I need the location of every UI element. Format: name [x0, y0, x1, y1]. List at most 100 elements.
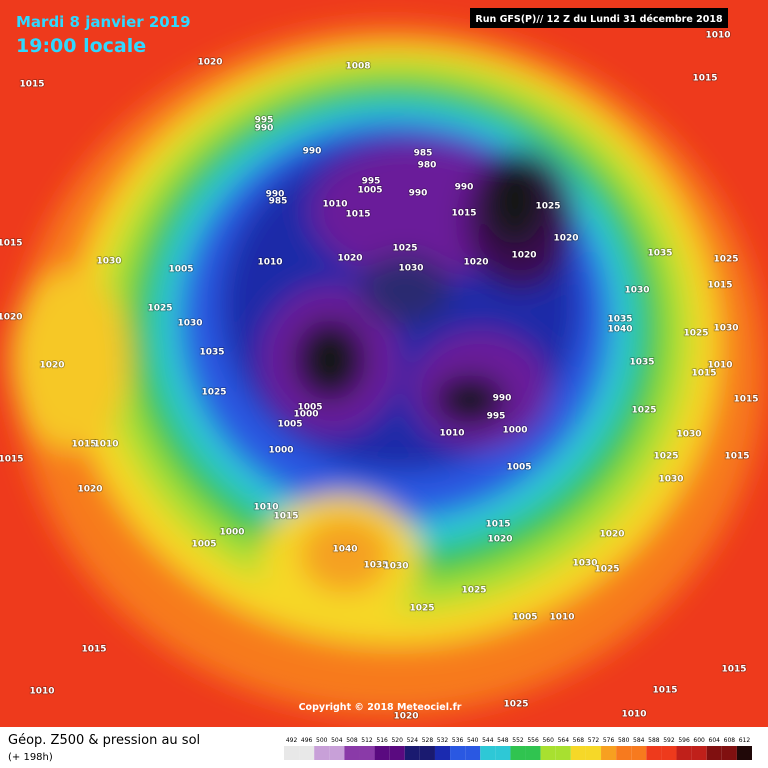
isobar-label: 1005	[357, 186, 382, 196]
isobar-label: 1030	[658, 475, 683, 485]
colorbar-cell	[510, 746, 526, 760]
isobar-label: 1015	[692, 74, 717, 84]
colorbar-label: 568	[573, 737, 585, 744]
isobar-label: 1035	[647, 249, 672, 259]
colorbar-cell	[555, 746, 571, 760]
colorbar-cell	[329, 746, 345, 760]
colorbar-cell	[284, 746, 300, 760]
isobar-label: 1035	[607, 315, 632, 325]
footer-lead: (+ 198h)	[8, 752, 53, 763]
isobar-label: 1015	[707, 281, 732, 291]
colorbar-label: 524	[407, 737, 419, 744]
isobar-label: 1020	[487, 535, 512, 545]
isobar-label: 1010	[93, 440, 118, 450]
colorbar-label: 588	[648, 737, 660, 744]
isobar-label: 995	[255, 116, 274, 126]
colorbar-cell	[314, 746, 330, 760]
isobar-label: 1005	[512, 613, 537, 623]
isobar-label: 1020	[39, 361, 64, 371]
isobar-label: 1005	[297, 403, 322, 413]
isobar-label: 1015	[273, 512, 298, 522]
colorbar-cell	[404, 746, 420, 760]
isobar-label: 1020	[393, 712, 418, 722]
isobar-label: 990	[266, 190, 285, 200]
isobar-label: 990	[493, 394, 512, 404]
isobar-label: 1025	[594, 565, 619, 575]
isobar-label: 1030	[676, 430, 701, 440]
isobar-label: 1030	[572, 559, 597, 569]
colorbar-cell	[736, 746, 752, 760]
colorbar-cell	[359, 746, 375, 760]
colorbar-label: 540	[467, 737, 479, 744]
colorbar-cell	[344, 746, 360, 760]
colorbar-label: 556	[527, 737, 539, 744]
isobar-label: 1015	[485, 520, 510, 530]
colorbar-cell	[450, 746, 466, 760]
isobar-label: 1020	[553, 234, 578, 244]
colorbar-label: 496	[301, 737, 313, 744]
colorbar-label: 532	[437, 737, 449, 744]
colorbar-cell	[495, 746, 511, 760]
colorbar-cell	[616, 746, 632, 760]
colorbar-cell	[525, 746, 541, 760]
colorbar-cell	[631, 746, 647, 760]
run-box	[470, 8, 728, 28]
colorbar-label: 508	[346, 737, 358, 744]
isobar-label: 1025	[461, 586, 486, 596]
isobar-label: 1025	[683, 329, 708, 339]
isobar-label: 1030	[177, 319, 202, 329]
colorbar-label: 584	[633, 737, 645, 744]
footer-title: Géop. Z500 & pression au sol	[8, 733, 200, 748]
isobar-label: 1015	[0, 239, 23, 249]
isobar-label: 990	[303, 147, 322, 157]
isobar-label: 1010	[549, 613, 574, 623]
colorbar-cell	[419, 746, 435, 760]
isobar-label: 1040	[332, 545, 357, 555]
isobar-label: 990	[255, 124, 274, 134]
colorbar-label: 500	[316, 737, 328, 744]
colorbar-label: 536	[452, 737, 464, 744]
isobar-label: 1025	[392, 244, 417, 254]
colorbar-label: 560	[542, 737, 554, 744]
isobar-label: 1035	[199, 348, 224, 358]
colorbar: 492 496 500 504 508 512 516 520 524 528 532 536 540 5…	[284, 737, 752, 760]
colorbar-label: 492	[286, 737, 298, 744]
colorbar-label: 600	[693, 737, 705, 744]
colorbar-cell	[646, 746, 662, 760]
field	[0, 0, 768, 727]
isobar-label: 1020	[337, 254, 362, 264]
isobar-label: 1000	[219, 528, 244, 538]
isobar-label: 1020	[463, 258, 488, 268]
isobar-label: 1030	[96, 257, 121, 267]
colorbar-label: 596	[678, 737, 690, 744]
isobar-label: 1030	[624, 286, 649, 296]
isobar-label: 1025	[653, 452, 678, 462]
isobar-label: 1005	[191, 540, 216, 550]
isobar-label: 1015	[345, 210, 370, 220]
isobar-label: 1015	[19, 80, 44, 90]
isobar-label: 1025	[503, 700, 528, 710]
isobar-label: 1015	[81, 645, 106, 655]
colorbar-label: 512	[361, 737, 373, 744]
colorbar-label: 592	[663, 737, 675, 744]
isobar-label: 1015	[451, 209, 476, 219]
isobar-label: 1025	[201, 388, 226, 398]
isobar-label: 1005	[168, 265, 193, 275]
isobar-label: 1015	[691, 369, 716, 379]
colorbar-label: 520	[391, 737, 403, 744]
isobar-label: 1000	[502, 426, 527, 436]
colorbar-label: 544	[482, 737, 494, 744]
isobar-label: 1025	[409, 604, 434, 614]
colorbar-cell	[661, 746, 677, 760]
isobar-label: 1000	[268, 446, 293, 456]
isobar-label: 1035	[363, 561, 388, 571]
colorbar-label: 552	[512, 737, 524, 744]
colorbar-label: 576	[603, 737, 615, 744]
isobar-label: 1025	[631, 406, 656, 416]
isobar-label: 1010	[707, 361, 732, 371]
isobar-label: 1015	[733, 395, 758, 405]
isobar-label: 1010	[705, 31, 730, 41]
colorbar-label: 612	[739, 737, 751, 744]
isobar-label: 1010	[439, 429, 464, 439]
